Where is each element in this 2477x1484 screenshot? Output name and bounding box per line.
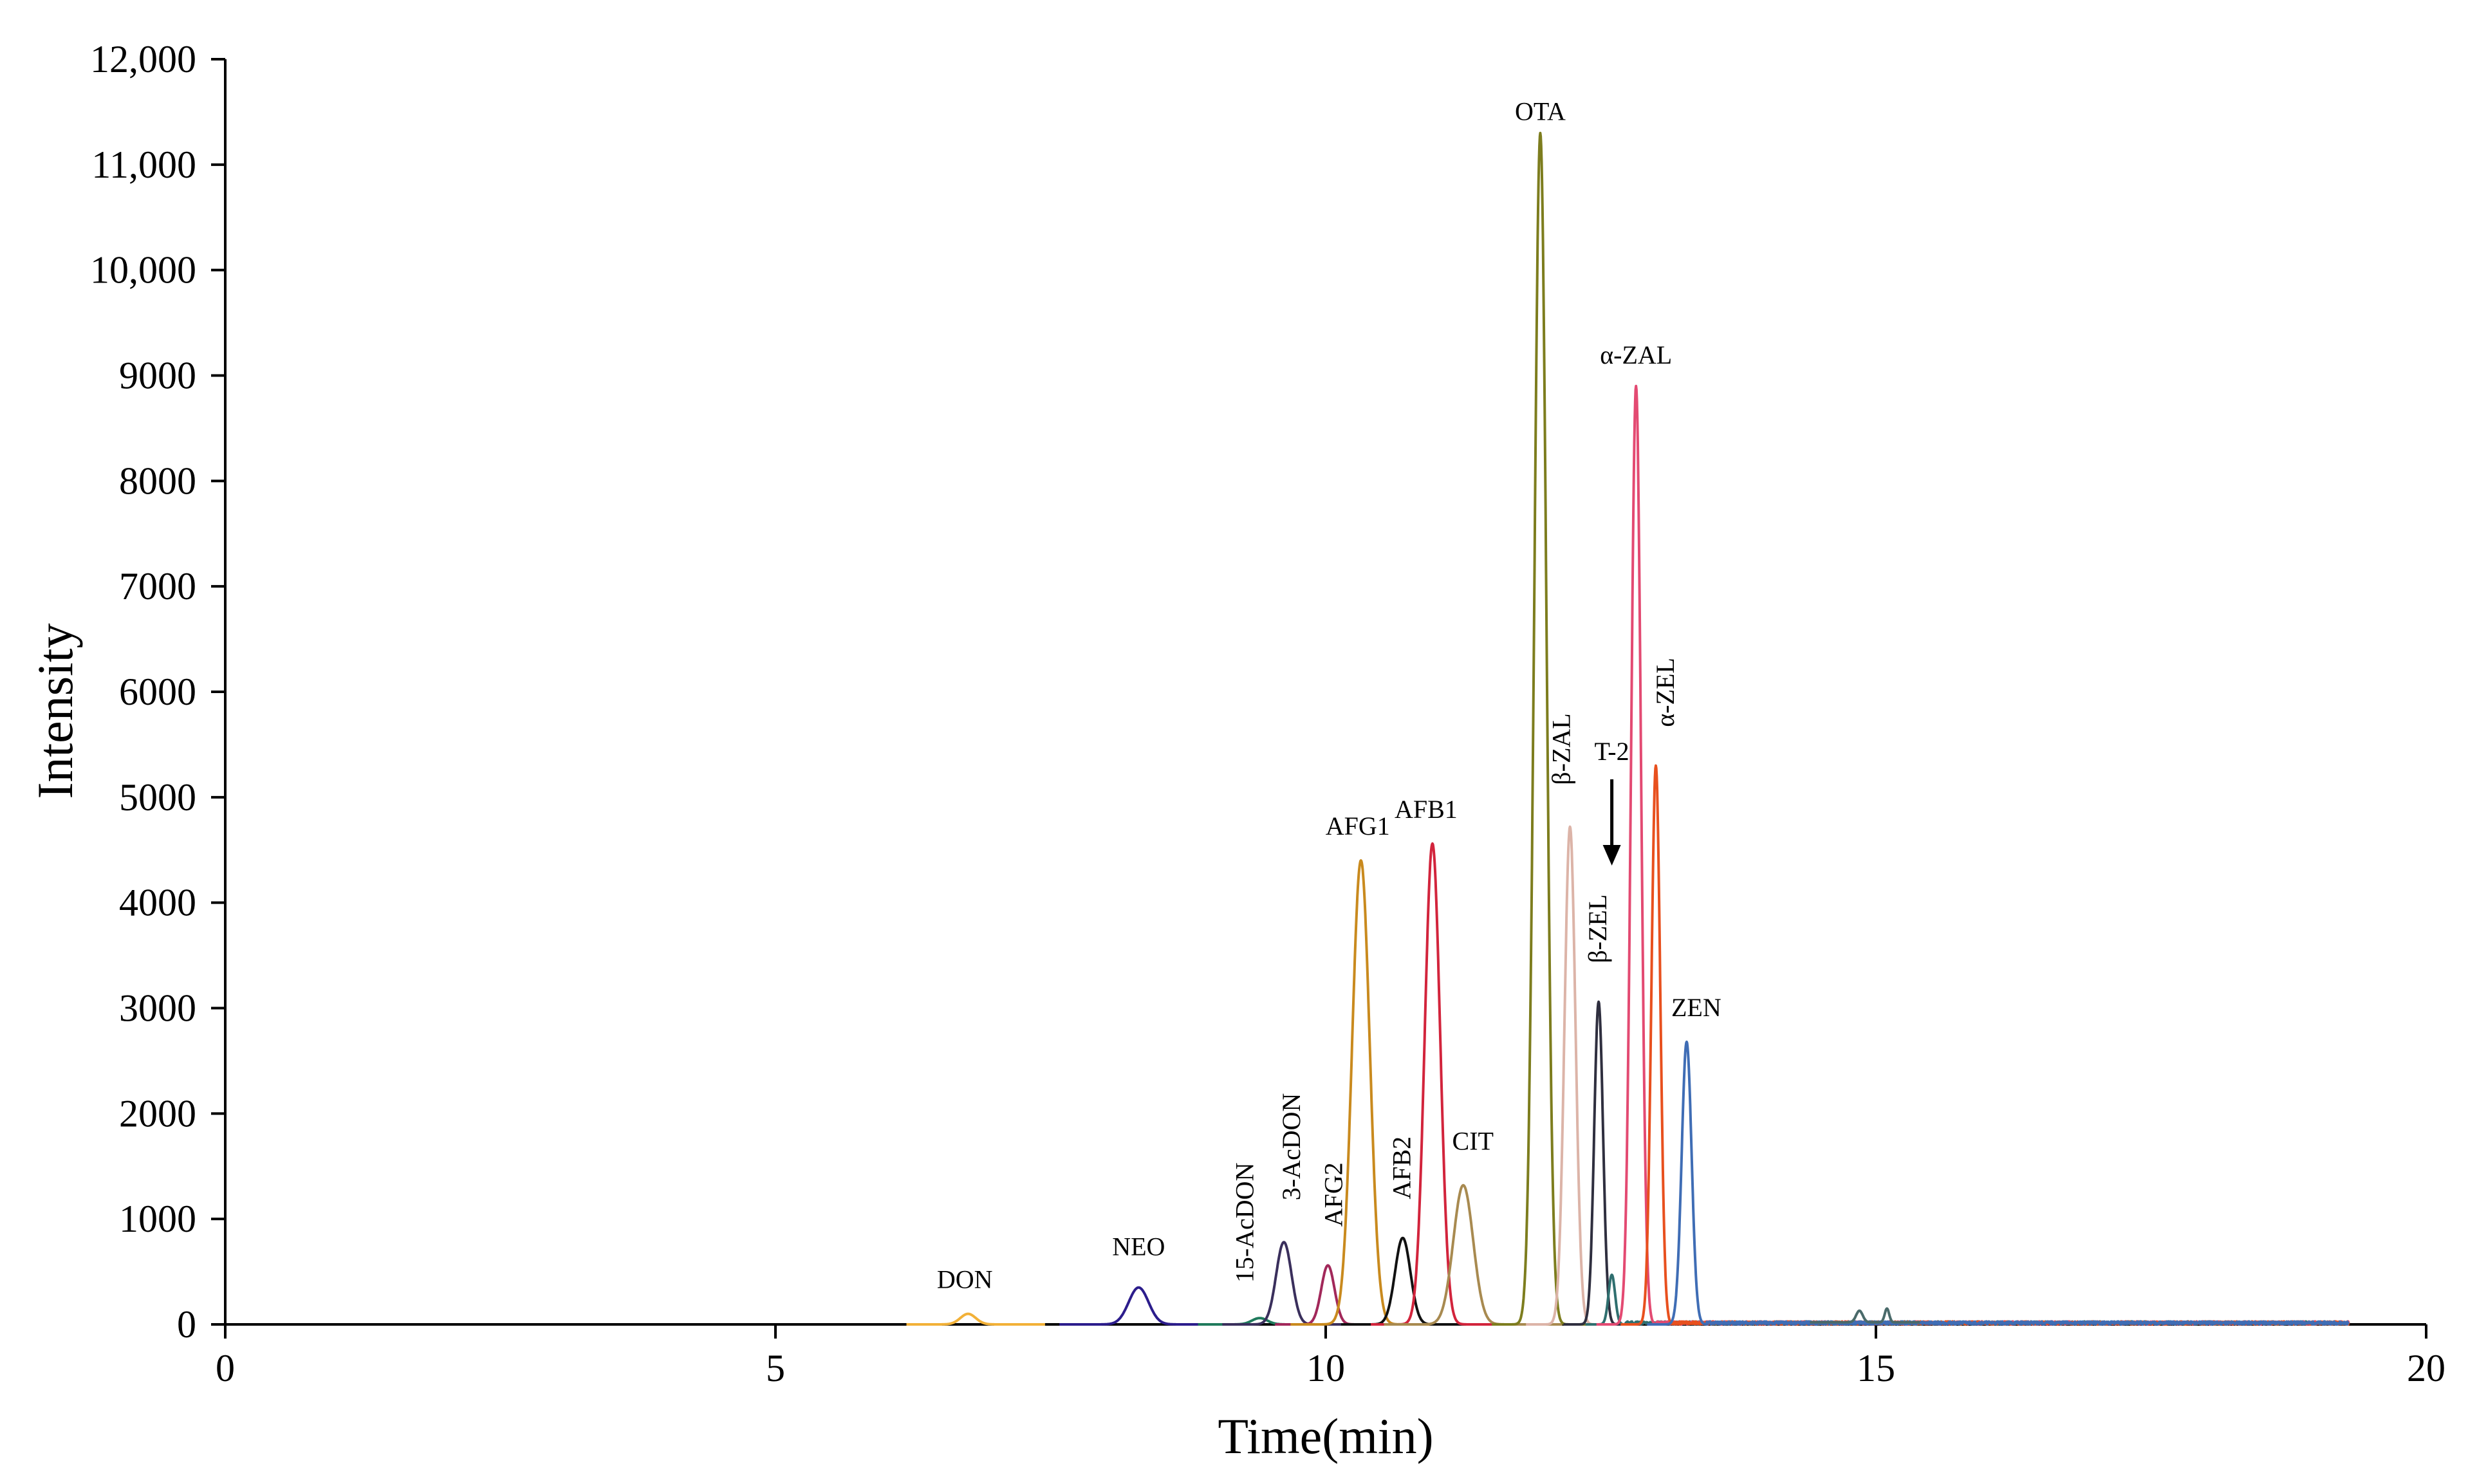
y-tick-label: 2000 xyxy=(119,1092,196,1135)
peak-label-ZEN: ZEN xyxy=(1671,993,1721,1022)
y-tick-label: 8000 xyxy=(119,459,196,502)
x-tick-label: 15 xyxy=(1857,1347,1895,1389)
peak-label-3-AcDON: 3-AcDON xyxy=(1277,1093,1306,1201)
peak-labels: DON NEO 15-AcDON 3-AcDON AFG2 AFG1 AFB2 AFB1 CIT… xyxy=(937,97,1721,1294)
trace-AFB1 xyxy=(1369,842,1510,1326)
peak-label-β-ZAL: β-ZAL xyxy=(1547,713,1576,784)
peak-label-β-ZEL: β-ZEL xyxy=(1583,895,1612,963)
trace-ZEN xyxy=(1646,1040,2350,1326)
y-tick-label: 11,000 xyxy=(91,144,196,186)
y-tick-label: 10,000 xyxy=(90,249,196,292)
trace-α-ZAL xyxy=(1595,384,2350,1326)
y-tick-label: 0 xyxy=(177,1303,196,1346)
peak-label-CIT: CIT xyxy=(1452,1127,1494,1156)
y-tick-label: 9000 xyxy=(119,355,196,397)
trace-α-ZEL xyxy=(1620,764,2350,1326)
y-tick-label: 6000 xyxy=(119,671,196,713)
x-tick-label: 20 xyxy=(2407,1347,2445,1389)
peak-label-AFB1: AFB1 xyxy=(1395,795,1458,824)
trace-NEO xyxy=(1058,1286,1239,1326)
peak-label-AFG1: AFG1 xyxy=(1326,812,1390,840)
peak-label-α-ZEL: α-ZEL xyxy=(1651,658,1680,727)
y-tick-label: 4000 xyxy=(119,882,196,924)
peak-label-DON: DON xyxy=(937,1265,993,1294)
trace-3-AcDON xyxy=(1221,1241,1362,1326)
t2-arrow-head xyxy=(1602,844,1621,866)
peak-label-OTA: OTA xyxy=(1515,97,1566,126)
x-tick-label: 5 xyxy=(766,1347,785,1389)
peak-label-AFG2: AFG2 xyxy=(1319,1162,1348,1227)
y-tick-label: 7000 xyxy=(119,565,196,608)
trace-DON xyxy=(905,1312,1046,1326)
baseline-noise-trace xyxy=(1810,1307,1920,1324)
y-tick-label: 1000 xyxy=(119,1198,196,1240)
peak-label-AFB2: AFB2 xyxy=(1387,1136,1416,1200)
y-tick-label: 5000 xyxy=(119,776,196,819)
axes: 0 5 10 15 20 0 1000 2000 3000 4000 5000 6000 7000 800… xyxy=(90,38,2445,1389)
trace-AFG1 xyxy=(1290,859,1450,1326)
peak-label-NEO: NEO xyxy=(1112,1232,1165,1261)
x-axis-title: Time(min) xyxy=(1218,1408,1433,1464)
x-tick-label: 0 xyxy=(216,1347,235,1389)
peak-label-T-2: T-2 xyxy=(1595,737,1629,766)
x-tick-label: 10 xyxy=(1306,1347,1345,1389)
trace-CIT xyxy=(1383,1183,1563,1326)
y-tick-label: 12,000 xyxy=(90,38,196,80)
trace-AFB2 xyxy=(1340,1236,1481,1326)
trace-AFG2 xyxy=(1274,1264,1395,1326)
y-tick-label: 3000 xyxy=(119,987,196,1030)
chromatogram-traces xyxy=(905,131,2350,1326)
peak-label-15-AcDON: 15-AcDON xyxy=(1230,1163,1259,1283)
y-axis-title: Intensity xyxy=(27,624,83,799)
peak-label-α-ZAL: α-ZAL xyxy=(1600,340,1672,369)
